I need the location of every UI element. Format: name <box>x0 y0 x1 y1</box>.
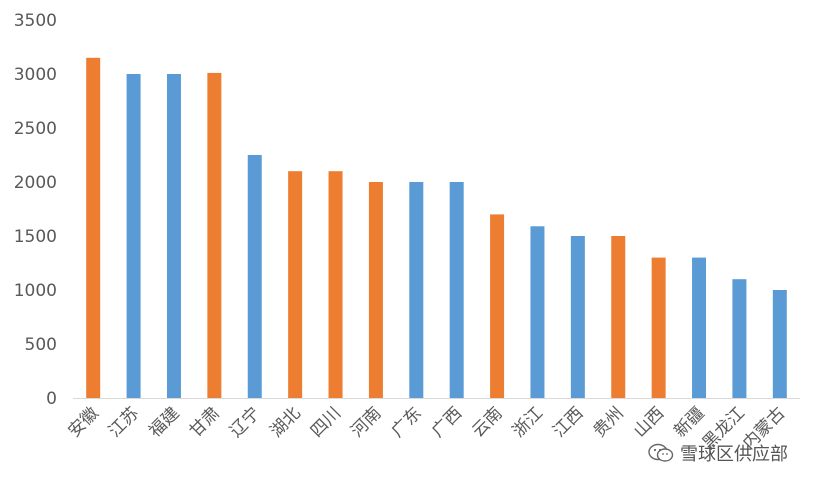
bar <box>288 171 303 398</box>
bar <box>611 236 626 398</box>
x-tick-label: 河南 <box>347 403 385 441</box>
x-tick-label: 福建 <box>145 403 183 441</box>
y-tick-label: 1500 <box>14 227 57 247</box>
bar <box>368 182 383 398</box>
bar <box>732 279 747 398</box>
x-tick-label: 山西 <box>630 403 668 441</box>
x-tick-label: 四川 <box>307 403 345 441</box>
bar <box>166 74 181 398</box>
bar <box>207 72 222 399</box>
y-tick-label: 2000 <box>14 173 57 193</box>
watermark-text: 雪球区供应部 <box>680 444 788 465</box>
bar <box>490 214 505 398</box>
bar <box>409 182 424 398</box>
x-tick-label: 贵州 <box>590 403 628 441</box>
x-tick-label: 江西 <box>549 403 587 441</box>
x-tick-label: 广西 <box>428 403 466 441</box>
y-tick-label: 3000 <box>14 65 57 85</box>
bar <box>449 182 464 398</box>
bar <box>651 257 666 398</box>
watermark: 雪球区供应部 <box>648 440 788 466</box>
x-tick-label: 辽宁 <box>226 403 264 441</box>
y-tick-label: 500 <box>25 335 57 355</box>
x-tick-label: 浙江 <box>509 403 547 441</box>
y-tick-label: 2500 <box>14 119 57 139</box>
bars <box>86 57 787 399</box>
y-axis: 0 500 1000 1500 2000 2500 3000 3500 <box>14 11 57 409</box>
x-tick-label: 安徽 <box>65 403 103 441</box>
y-tick-label: 0 <box>46 389 57 409</box>
x-tick-label: 湖北 <box>266 403 304 441</box>
x-tick-label: 云南 <box>468 403 506 441</box>
x-tick-label: 广东 <box>388 403 426 441</box>
bar <box>328 171 343 398</box>
bar <box>530 226 545 398</box>
bar <box>86 57 101 399</box>
x-tick-label: 甘肃 <box>186 403 224 441</box>
bar <box>247 155 262 398</box>
y-tick-label: 3500 <box>14 11 57 31</box>
bar <box>126 74 141 398</box>
x-tick-label: 江苏 <box>105 403 143 441</box>
y-tick-label: 1000 <box>14 281 57 301</box>
wechat-icon <box>648 443 674 463</box>
bar <box>570 236 585 398</box>
bar <box>692 257 707 398</box>
bar <box>772 290 787 398</box>
